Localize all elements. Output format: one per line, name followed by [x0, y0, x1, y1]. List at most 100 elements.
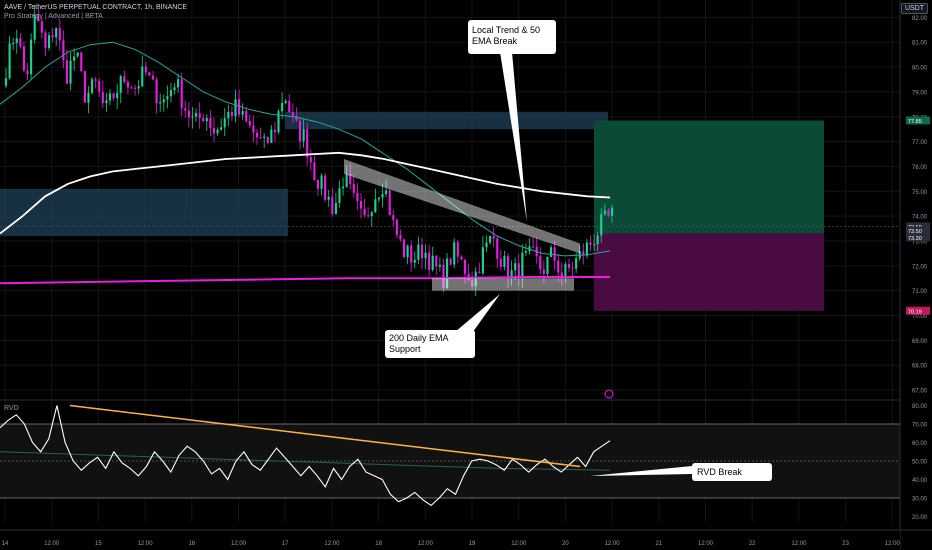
candle-body: [130, 87, 133, 89]
symbol-title: AAVE / TetherUS PERPETUAL CONTRACT, 1h, …: [4, 4, 188, 11]
candle-body: [395, 219, 398, 235]
candle-body: [521, 252, 524, 277]
candle-body: [306, 129, 309, 158]
indicator-title: Pro Strategy | Advanced | BETA: [4, 13, 103, 20]
candle-body: [557, 260, 560, 273]
x-tick-label: 21: [655, 541, 662, 547]
candle-body: [273, 129, 277, 133]
annotation-text: Local Trend & 50: [472, 25, 540, 35]
candle-body: [596, 235, 599, 245]
candle-body: [51, 35, 54, 38]
candle-body: [406, 245, 409, 258]
candle-body: [532, 246, 535, 248]
candle-body: [284, 101, 287, 103]
candle-body: [298, 120, 302, 142]
candle-body: [474, 271, 477, 287]
y-tick-label: 70.00: [912, 314, 928, 320]
candle-body: [331, 196, 334, 214]
candle-body: [549, 247, 553, 257]
annotation-text: 200 Daily EMA: [389, 333, 449, 343]
candle-body: [69, 60, 72, 84]
candle-body: [367, 215, 370, 217]
candle-body: [377, 197, 380, 200]
candle-body: [105, 100, 108, 104]
candle-body: [58, 28, 61, 41]
candle-body: [144, 66, 147, 73]
candle-body: [169, 90, 173, 97]
candle-body: [524, 251, 528, 253]
candle-body: [15, 38, 18, 44]
currency-button[interactable]: USDT: [900, 3, 928, 14]
candle-body: [209, 118, 212, 129]
candle-body: [402, 239, 406, 258]
candle-body: [503, 256, 506, 267]
candle-body: [234, 99, 237, 117]
candle-body: [324, 175, 327, 200]
candle-body: [363, 208, 366, 216]
candle-body: [582, 251, 585, 256]
candle-body: [40, 21, 43, 33]
candle-body: [65, 60, 69, 84]
callout-box: [468, 20, 556, 54]
candle-body: [392, 215, 395, 220]
y-tick-label: 77.00: [912, 140, 928, 146]
x-tick-label: 12:00: [231, 541, 247, 547]
candle-body: [575, 258, 578, 269]
rvd-pane: RVD Break: [0, 404, 900, 507]
candle-body: [212, 128, 216, 134]
candle-body: [499, 258, 502, 267]
candle-body: [313, 162, 316, 180]
candle-body: [399, 234, 402, 240]
candle-body: [259, 137, 262, 139]
x-tick-label: 12:00: [791, 541, 807, 547]
candle-body: [90, 79, 94, 93]
candle-body: [227, 112, 230, 119]
candle-body: [205, 118, 208, 122]
y-tick-label: 73.00: [912, 239, 928, 245]
callout-box: [692, 463, 772, 481]
callout-pointer: [590, 466, 692, 476]
candle-body: [539, 256, 542, 270]
candle-body: [478, 271, 481, 274]
x-tick-label: 12:00: [511, 541, 527, 547]
candle-body: [456, 242, 459, 257]
candle-body: [295, 115, 298, 121]
candle-body: [453, 242, 456, 265]
candle-body: [381, 194, 384, 198]
rvd-y-tick-label: 60.00: [912, 441, 928, 447]
rvd-y-tick-label: 50.00: [912, 460, 928, 466]
candle-body: [94, 79, 97, 81]
candle-body: [166, 96, 169, 100]
candle-body: [542, 269, 545, 274]
candle-body: [184, 108, 187, 111]
y-tick-label: 76.00: [912, 165, 928, 171]
candle-body: [489, 235, 492, 243]
y-tick-label: 79.00: [912, 90, 928, 96]
candle-body: [571, 267, 574, 269]
candle-body: [98, 80, 101, 92]
candle-body: [514, 263, 517, 271]
candle-body: [266, 136, 269, 143]
candle-body: [151, 75, 155, 80]
candle-body: [22, 46, 25, 71]
candles-layer[interactable]: [4, 6, 614, 297]
x-tick-label: 12:00: [324, 541, 340, 547]
candle-body: [245, 110, 248, 121]
candle-body: [223, 118, 226, 128]
rvd-pane-label: RVD: [4, 405, 19, 412]
x-tick-label: 20: [562, 541, 569, 547]
candle-body: [334, 202, 337, 214]
candle-body: [162, 99, 165, 103]
candle-body: [4, 78, 8, 86]
candle-body: [123, 76, 126, 83]
candle-body: [83, 71, 86, 103]
candle-body: [560, 272, 563, 277]
x-tick-label: 19: [469, 541, 476, 547]
candle-body: [463, 259, 467, 275]
candle-body: [141, 66, 144, 87]
candle-body: [252, 125, 255, 133]
candle-body: [19, 38, 22, 47]
